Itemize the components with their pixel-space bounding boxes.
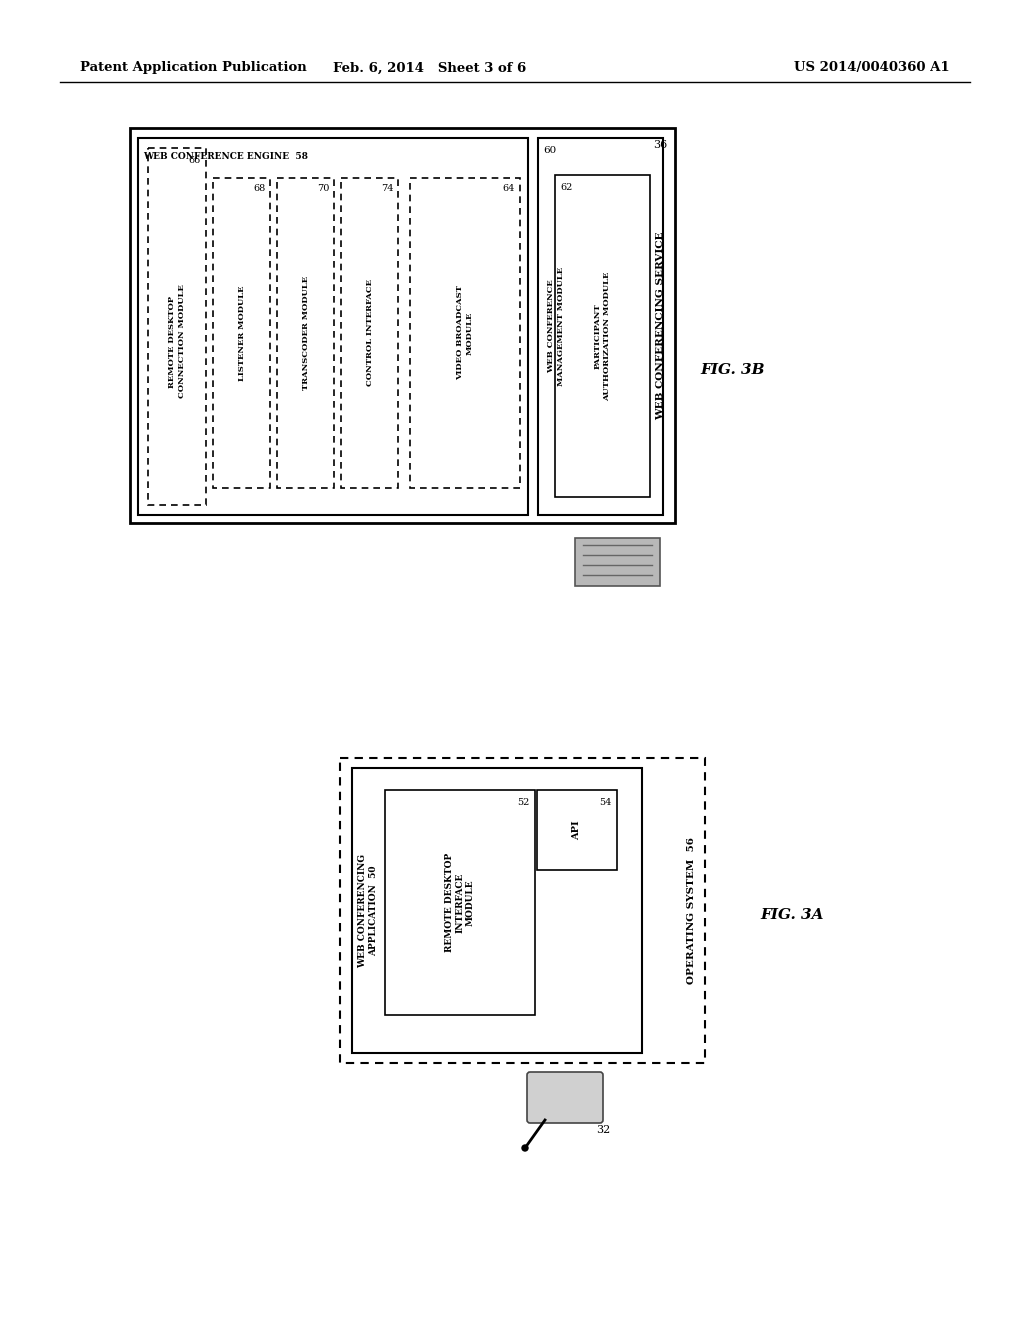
Text: LISTENER MODULE: LISTENER MODULE <box>238 285 246 380</box>
Text: WEB CONFERENCING
APPLICATION  50: WEB CONFERENCING APPLICATION 50 <box>358 854 378 968</box>
Bar <box>537 789 617 870</box>
Bar <box>148 148 206 506</box>
Bar <box>130 128 675 523</box>
Bar <box>138 139 528 515</box>
Text: REMOTE DESKTOP
CONNECTION MODULE: REMOTE DESKTOP CONNECTION MODULE <box>168 285 185 399</box>
Circle shape <box>522 1144 528 1151</box>
Text: 54: 54 <box>600 799 612 807</box>
Bar <box>213 178 270 488</box>
Text: 62: 62 <box>560 183 572 191</box>
Bar <box>530 1074 600 1119</box>
Bar <box>575 539 660 586</box>
Text: 70: 70 <box>317 183 330 193</box>
Text: 68: 68 <box>254 183 266 193</box>
Bar <box>340 758 705 1063</box>
Text: WEB CONFERENCE
MANAGEMENT MODULE: WEB CONFERENCE MANAGEMENT MODULE <box>548 267 564 385</box>
Text: FIG. 3A: FIG. 3A <box>760 908 823 921</box>
Bar <box>538 139 663 515</box>
Text: 60: 60 <box>543 147 556 154</box>
Text: REMOTE DESKTOP
INTERFACE
MODULE: REMOTE DESKTOP INTERFACE MODULE <box>445 853 475 952</box>
Text: 32: 32 <box>596 1125 610 1135</box>
Text: Feb. 6, 2014   Sheet 3 of 6: Feb. 6, 2014 Sheet 3 of 6 <box>334 62 526 74</box>
Text: 52: 52 <box>517 799 530 807</box>
Text: VIDEO BROADCAST
MODULE: VIDEO BROADCAST MODULE <box>457 285 473 380</box>
FancyBboxPatch shape <box>527 1072 603 1123</box>
Text: 74: 74 <box>382 183 394 193</box>
Text: OPERATING SYSTEM  56: OPERATING SYSTEM 56 <box>686 837 695 983</box>
Text: WEB CONFERENCE ENGINE  58: WEB CONFERENCE ENGINE 58 <box>143 152 308 161</box>
Text: TRANSCODER MODULE: TRANSCODER MODULE <box>301 276 309 391</box>
Text: PARTICIPANT
AUTHORIZATION MODULE: PARTICIPANT AUTHORIZATION MODULE <box>594 272 611 401</box>
Bar <box>555 176 650 498</box>
Text: FIG. 3B: FIG. 3B <box>700 363 765 378</box>
Text: 36: 36 <box>653 140 668 150</box>
Bar <box>385 789 535 1015</box>
Text: API: API <box>572 820 582 840</box>
Text: Patent Application Publication: Patent Application Publication <box>80 62 307 74</box>
Bar <box>278 178 334 488</box>
Text: WEB CONFERENCING SERVICE: WEB CONFERENCING SERVICE <box>656 231 666 420</box>
Bar <box>410 178 520 488</box>
Bar <box>341 178 398 488</box>
Text: 64: 64 <box>503 183 515 193</box>
Bar <box>352 768 642 1053</box>
Text: US 2014/0040360 A1: US 2014/0040360 A1 <box>795 62 950 74</box>
Text: CONTROL INTERFACE: CONTROL INTERFACE <box>366 280 374 387</box>
Text: 66: 66 <box>188 156 201 165</box>
